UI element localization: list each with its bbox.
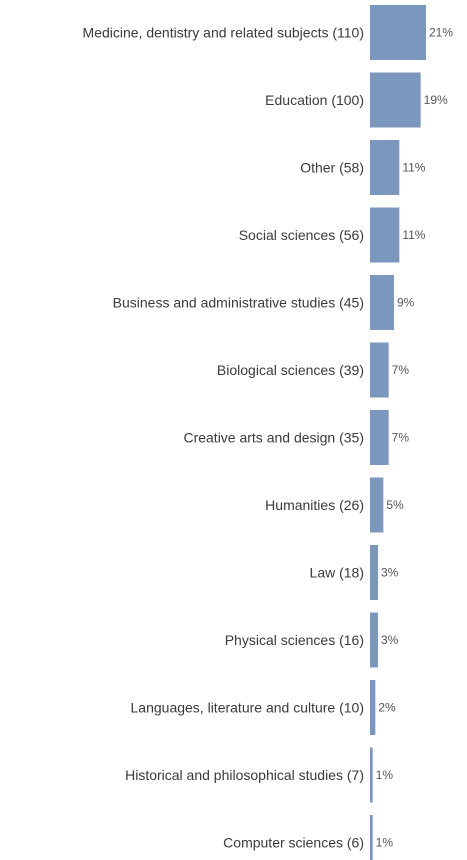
bar — [370, 545, 378, 600]
category-label: Other (58) — [300, 160, 364, 176]
bar — [370, 342, 389, 398]
bar — [370, 140, 400, 195]
category-label: Languages, literature and culture (10) — [131, 700, 364, 716]
category-label: Physical sciences (16) — [225, 632, 364, 648]
category-label: Business and administrative studies (45) — [113, 295, 364, 311]
category-label: Humanities (26) — [265, 497, 364, 513]
category-label: Historical and philosophical studies (7) — [125, 767, 364, 783]
value-label: 9% — [397, 296, 415, 310]
value-label: 2% — [378, 701, 396, 715]
category-label: Medicine, dentistry and related subjects… — [83, 25, 364, 41]
bar — [370, 275, 394, 330]
bar — [370, 747, 373, 803]
value-label: 3% — [381, 566, 399, 580]
bar — [370, 5, 426, 60]
category-label: Creative arts and design (35) — [183, 430, 364, 446]
value-label: 1% — [376, 836, 394, 850]
bar — [370, 612, 378, 668]
value-label: 7% — [392, 431, 410, 445]
bar — [370, 680, 376, 735]
value-label: 5% — [386, 498, 404, 512]
value-label: 11% — [402, 161, 425, 175]
value-label: 1% — [376, 768, 394, 782]
category-label: Biological sciences (39) — [217, 362, 364, 378]
category-label: Law (18) — [310, 565, 364, 581]
category-label: Computer sciences (6) — [223, 835, 364, 851]
value-label: 3% — [381, 633, 399, 647]
category-label: Social sciences (56) — [239, 227, 364, 243]
bar — [370, 815, 373, 860]
value-label: 21% — [429, 26, 453, 40]
value-label: 11% — [402, 228, 425, 242]
category-label: Education (100) — [265, 92, 364, 108]
bar — [370, 477, 384, 533]
value-label: 19% — [424, 93, 448, 107]
bar — [370, 207, 400, 263]
bar — [370, 72, 421, 128]
value-label: 7% — [392, 363, 410, 377]
bar — [370, 410, 389, 465]
